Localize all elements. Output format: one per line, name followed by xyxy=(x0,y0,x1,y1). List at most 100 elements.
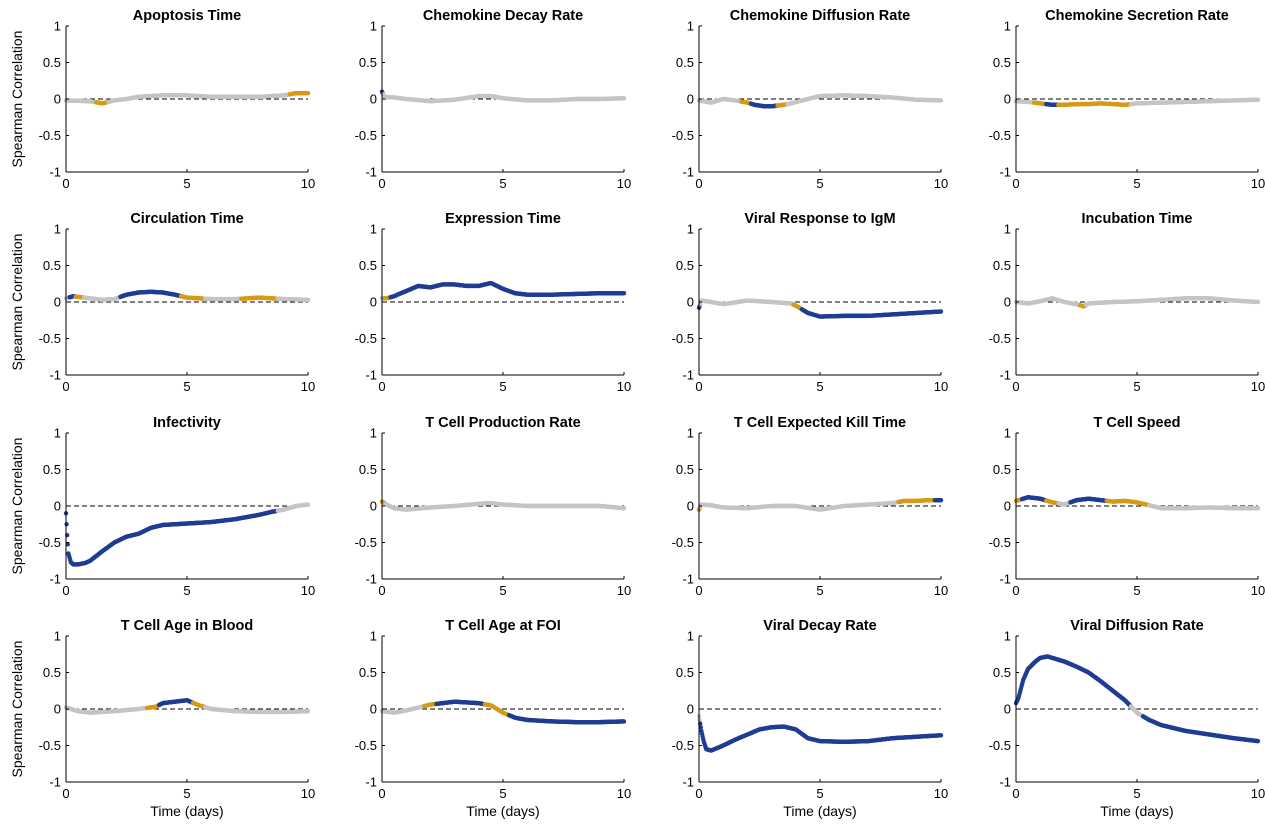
x-tick-label: 5 xyxy=(183,379,190,394)
x-tick-label: 5 xyxy=(499,176,506,191)
x-tick-label: 0 xyxy=(695,176,702,191)
x-tick-label: 0 xyxy=(695,379,702,394)
data-point xyxy=(938,98,944,103)
x-tick-label: 5 xyxy=(816,583,823,598)
data-points xyxy=(379,280,627,301)
data-point xyxy=(305,297,311,303)
x-tick-label: 5 xyxy=(499,379,506,394)
data-point xyxy=(621,291,627,296)
y-tick-label: -1 xyxy=(49,165,61,180)
y-tick-label: -0.5 xyxy=(355,331,377,346)
y-tick-label: -1 xyxy=(49,368,61,383)
data-point xyxy=(938,497,944,503)
data-points xyxy=(379,89,627,104)
x-tick-label: 0 xyxy=(378,379,385,394)
data-point xyxy=(621,505,627,511)
x-tick-label: 5 xyxy=(816,379,823,394)
x-tick-label: 0 xyxy=(1012,176,1019,191)
subplot-title: Circulation Time xyxy=(130,211,243,227)
y-tick-label: 0 xyxy=(54,92,61,107)
y-tick-label: 0.5 xyxy=(359,258,377,273)
x-tick-label: 10 xyxy=(617,379,631,394)
y-tick-label: -0.5 xyxy=(672,128,694,143)
x-tick-label: 10 xyxy=(934,583,948,598)
x-tick-label: 10 xyxy=(1251,379,1265,394)
x-tick-label: 5 xyxy=(1133,176,1140,191)
y-tick-label: 0.5 xyxy=(676,462,694,477)
x-tick-label: 10 xyxy=(617,583,631,598)
y-tick-label: 1 xyxy=(54,19,61,34)
subplot-title: Expression Time xyxy=(445,211,561,227)
data-point xyxy=(1255,97,1261,102)
y-tick-label: 0 xyxy=(54,499,61,514)
data-point xyxy=(1255,299,1261,305)
y-tick-label: -0.5 xyxy=(39,331,61,346)
x-tick-label: 10 xyxy=(934,176,948,191)
x-tick-label: 0 xyxy=(62,583,69,598)
y-tick-label: 1 xyxy=(370,426,377,441)
y-tick-label: -1 xyxy=(682,572,694,587)
subplot-title: Viral Response to IgM xyxy=(744,211,895,227)
y-tick-label: 0 xyxy=(370,499,377,514)
y-tick-label: 1 xyxy=(370,222,377,237)
data-points xyxy=(696,497,944,512)
x-tick-label: 5 xyxy=(816,176,823,191)
data-point xyxy=(621,96,627,101)
y-tick-label: 0.5 xyxy=(359,55,377,70)
data-points xyxy=(63,289,311,303)
y-tick-label: 1 xyxy=(1004,19,1011,34)
subplot-title: Chemokine Secretion Rate xyxy=(1045,8,1229,24)
y-axis-label: Spearman Correlation xyxy=(9,438,25,575)
y-tick-label: -0.5 xyxy=(672,331,694,346)
x-tick-label: 0 xyxy=(695,583,702,598)
y-tick-label: 0.5 xyxy=(676,55,694,70)
y-tick-label: 1 xyxy=(370,19,377,34)
x-tick-label: 0 xyxy=(62,379,69,394)
y-tick-label: 0.5 xyxy=(43,55,61,70)
y-tick-label: 0.5 xyxy=(43,258,61,273)
y-tick-label: 0 xyxy=(687,295,694,310)
y-tick-label: -0.5 xyxy=(39,128,61,143)
subplot-title: Chemokine Decay Rate xyxy=(423,8,583,24)
x-tick-label: 10 xyxy=(1251,176,1265,191)
y-tick-label: 1 xyxy=(1004,222,1011,237)
data-point xyxy=(305,90,311,96)
subplot-title: Chemokine Diffusion Rate xyxy=(730,8,910,24)
subplot-title: Apoptosis Time xyxy=(133,8,242,24)
y-tick-label: 0 xyxy=(370,295,377,310)
y-tick-label: -1 xyxy=(999,165,1011,180)
y-tick-label: -1 xyxy=(365,368,377,383)
x-tick-label: 0 xyxy=(62,176,69,191)
data-point xyxy=(938,309,944,314)
y-tick-label: -1 xyxy=(365,165,377,180)
y-tick-label: 0.5 xyxy=(993,55,1011,70)
subplot-title: Incubation Time xyxy=(1082,211,1193,227)
y-tick-label: 0.5 xyxy=(993,258,1011,273)
y-tick-label: 1 xyxy=(54,222,61,237)
x-tick-label: 10 xyxy=(301,176,315,191)
y-tick-label: 0.5 xyxy=(43,462,61,477)
subplot-title: T Cell Speed xyxy=(1093,415,1180,431)
y-axis-label: Spearman Correlation xyxy=(9,234,25,371)
y-tick-label: -0.5 xyxy=(39,535,61,550)
y-tick-label: 1 xyxy=(687,19,694,34)
data-points xyxy=(63,502,311,567)
y-tick-label: -1 xyxy=(682,368,694,383)
x-tick-label: 10 xyxy=(301,583,315,598)
x-tick-label: 0 xyxy=(378,583,385,598)
subplot-title: T Cell Production Rate xyxy=(425,415,581,431)
x-tick-label: 5 xyxy=(499,583,506,598)
y-tick-label: 0 xyxy=(1004,295,1011,310)
x-tick-label: 10 xyxy=(301,379,315,394)
y-tick-label: 1 xyxy=(687,222,694,237)
x-tick-label: 5 xyxy=(183,176,190,191)
